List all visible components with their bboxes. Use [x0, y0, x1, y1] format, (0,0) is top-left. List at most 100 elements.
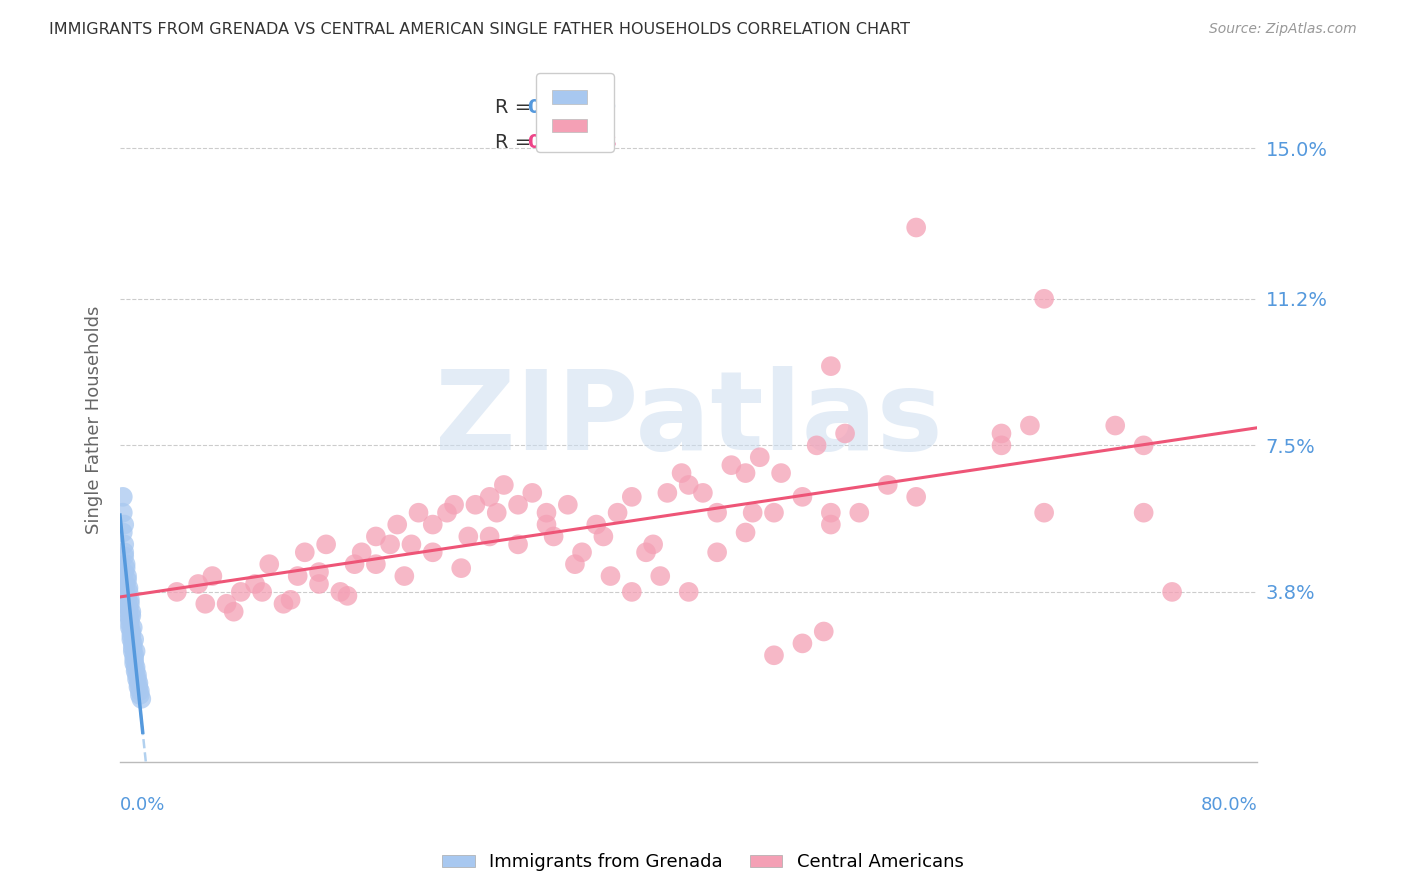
Point — [706, 545, 728, 559]
Point — [118, 597, 141, 611]
Point — [692, 486, 714, 500]
Point — [122, 656, 145, 670]
Point — [115, 597, 138, 611]
Point — [599, 569, 621, 583]
Point — [117, 581, 139, 595]
Text: 93: 93 — [589, 133, 617, 152]
Text: ZIPatlas: ZIPatlas — [434, 366, 942, 473]
Point — [112, 537, 135, 551]
Point — [364, 557, 387, 571]
Point — [124, 664, 146, 678]
Point — [585, 517, 607, 532]
Point — [273, 597, 295, 611]
Point — [111, 506, 134, 520]
Point — [813, 624, 835, 639]
Point — [620, 490, 643, 504]
Point — [118, 592, 141, 607]
Point — [706, 506, 728, 520]
Point — [112, 517, 135, 532]
Point — [201, 569, 224, 583]
Point — [478, 490, 501, 504]
Point — [120, 608, 142, 623]
Point — [121, 621, 143, 635]
Point — [762, 648, 785, 663]
Point — [592, 529, 614, 543]
Point — [127, 676, 149, 690]
Point — [422, 545, 444, 559]
Point — [478, 529, 501, 543]
Point — [118, 616, 141, 631]
Point — [121, 644, 143, 658]
Point — [115, 589, 138, 603]
Point — [329, 585, 352, 599]
Text: N =: N = — [564, 133, 620, 152]
Point — [128, 688, 150, 702]
Point — [166, 585, 188, 599]
Point — [905, 490, 928, 504]
Point — [229, 585, 252, 599]
Point — [194, 597, 217, 611]
Point — [124, 644, 146, 658]
Point — [734, 466, 756, 480]
Point — [571, 545, 593, 559]
Point — [128, 684, 150, 698]
Point — [294, 545, 316, 559]
Point — [127, 680, 149, 694]
Point — [657, 486, 679, 500]
Point — [121, 640, 143, 655]
Point — [350, 545, 373, 559]
Text: 0.675: 0.675 — [527, 133, 589, 152]
Point — [187, 577, 209, 591]
Point — [564, 557, 586, 571]
Point — [401, 537, 423, 551]
Y-axis label: Single Father Households: Single Father Households — [86, 305, 103, 533]
Point — [308, 565, 330, 579]
Point — [1104, 418, 1126, 433]
Legend: Immigrants from Grenada, Central Americans: Immigrants from Grenada, Central America… — [434, 847, 972, 879]
Point — [678, 585, 700, 599]
Point — [457, 529, 479, 543]
Point — [222, 605, 245, 619]
Point — [308, 577, 330, 591]
Point — [436, 506, 458, 520]
Text: 50: 50 — [589, 98, 617, 118]
Text: 80.0%: 80.0% — [1201, 797, 1257, 814]
Point — [1033, 506, 1056, 520]
Point — [606, 506, 628, 520]
Point — [114, 577, 136, 591]
Point — [280, 592, 302, 607]
Point — [820, 506, 842, 520]
Point — [125, 672, 148, 686]
Point — [450, 561, 472, 575]
Point — [120, 628, 142, 642]
Text: Source: ZipAtlas.com: Source: ZipAtlas.com — [1209, 22, 1357, 37]
Point — [112, 549, 135, 564]
Point — [650, 569, 672, 583]
Point — [259, 557, 281, 571]
Point — [125, 668, 148, 682]
Point — [536, 517, 558, 532]
Text: N =: N = — [564, 98, 620, 118]
Point — [364, 529, 387, 543]
Point — [378, 537, 401, 551]
Point — [112, 565, 135, 579]
Point — [120, 624, 142, 639]
Point — [506, 537, 529, 551]
Point — [770, 466, 793, 480]
Point — [834, 426, 856, 441]
Point — [287, 569, 309, 583]
Point — [114, 557, 136, 571]
Point — [117, 585, 139, 599]
Point — [115, 569, 138, 583]
Point — [543, 529, 565, 543]
Text: 0.168: 0.168 — [527, 98, 589, 118]
Point — [634, 545, 657, 559]
Point — [1019, 418, 1042, 433]
Point — [129, 691, 152, 706]
Point — [115, 573, 138, 587]
Point — [114, 561, 136, 575]
Point — [120, 605, 142, 619]
Point — [734, 525, 756, 540]
Point — [336, 589, 359, 603]
Point — [506, 498, 529, 512]
